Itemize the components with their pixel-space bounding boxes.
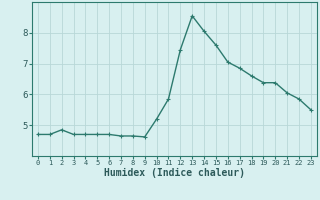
X-axis label: Humidex (Indice chaleur): Humidex (Indice chaleur) (104, 168, 245, 178)
